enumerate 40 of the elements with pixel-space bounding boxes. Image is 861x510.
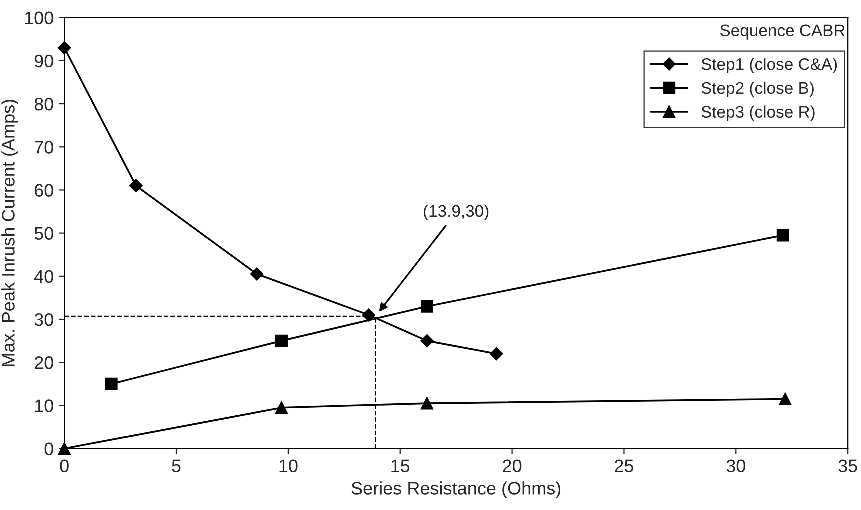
y-tick-label: 80: [34, 98, 54, 111]
x-tick-label: 35: [838, 460, 858, 472]
legend-title: Sequence CABR: [720, 24, 845, 40]
legend-label: Step2 (close B): [702, 82, 814, 98]
point: [776, 229, 790, 242]
y-tick-label: 40: [34, 270, 54, 284]
point: [105, 378, 118, 390]
annotation: (13.9,30): [424, 204, 489, 220]
y-tick-label: 30: [34, 313, 54, 326]
y-tick-label: 70: [35, 141, 54, 154]
x-tick-label: 0: [60, 460, 69, 472]
y-tick-label: 20: [34, 356, 54, 370]
legend-label: Step3 (close R): [702, 106, 815, 122]
y-tick-label: 100: [25, 12, 54, 25]
point: [420, 334, 434, 348]
legend-label: Step1 (close C&A): [702, 58, 838, 74]
point: [420, 397, 434, 410]
y-tick-label: 0: [44, 442, 54, 456]
x-axis-title: Series Resistance (Ohms): [352, 482, 561, 498]
point: [779, 392, 792, 406]
x-tick-label: 10: [280, 460, 298, 472]
y-tick-label: 50: [34, 227, 54, 240]
point: [58, 442, 71, 456]
point: [362, 308, 376, 322]
y-tick-label: 10: [35, 400, 54, 412]
x-tick-label: 25: [615, 460, 634, 472]
y-tick-label: 60: [34, 184, 54, 197]
x-tick-label: 20: [503, 460, 522, 472]
point: [420, 300, 434, 313]
x-tick-label: 5: [172, 460, 181, 472]
point: [490, 347, 504, 361]
x-tick-label: 15: [392, 460, 410, 472]
y-tick-label: 90: [34, 54, 54, 68]
point: [250, 268, 264, 281]
point: [275, 402, 288, 414]
point: [275, 334, 288, 348]
x-tick-label: 30: [726, 460, 746, 472]
point: [58, 41, 72, 55]
y-axis-title: Max. Peak Inrush Current (Amps): [2, 100, 18, 366]
point: [130, 179, 143, 193]
